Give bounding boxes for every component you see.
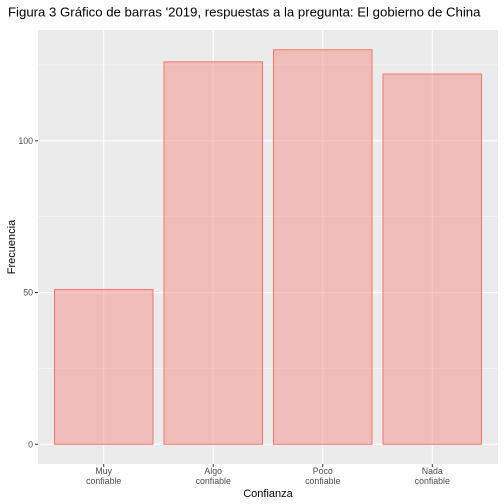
x-tick-label: Algo confiable xyxy=(196,466,231,486)
x-axis-title: Confianza xyxy=(243,488,293,500)
y-axis-title: Frecuencia xyxy=(6,219,18,274)
y-tick-label: 50 xyxy=(23,288,33,298)
y-tick-label: 0 xyxy=(28,439,33,449)
bars xyxy=(53,49,483,445)
x-tick-label: Poco confiable xyxy=(305,466,340,486)
y-tick-label: 100 xyxy=(18,136,33,146)
x-axis: Muy confiable Algo confiable Poco confiable Na… xyxy=(86,464,450,486)
y-axis: 0 50 100 xyxy=(18,136,38,449)
x-tick-label: Muy confiable xyxy=(86,466,121,486)
bar-1 xyxy=(163,61,264,445)
bar-3 xyxy=(382,73,483,445)
chart-title: Figura 3 Gráfico de barras '2019, respue… xyxy=(8,5,481,20)
bar-2 xyxy=(272,49,373,445)
plot-panel xyxy=(38,30,498,464)
bar-0 xyxy=(53,288,154,445)
grid-minor xyxy=(38,64,498,369)
x-tick-label: Nada confiable xyxy=(415,466,450,486)
